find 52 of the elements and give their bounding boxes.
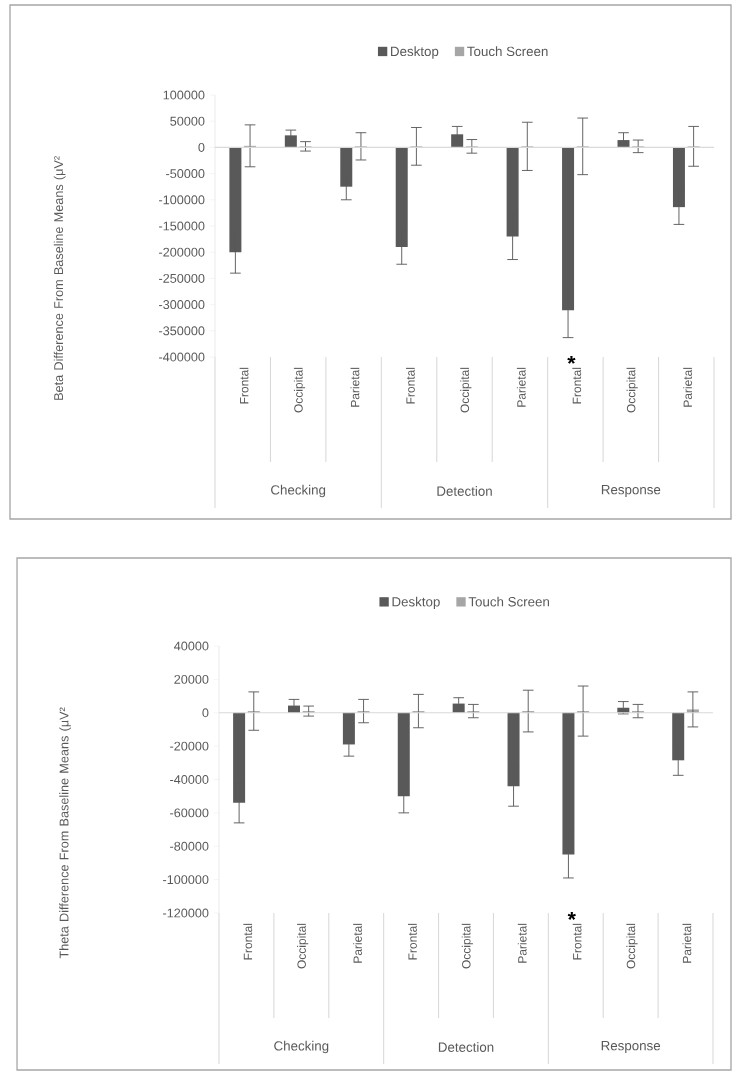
legend-label: Touch Screen: [468, 596, 549, 607]
y-tick-label: 50000: [170, 116, 205, 126]
x-tick-label: Occipital: [626, 367, 638, 413]
legend-label: Desktop: [391, 46, 439, 59]
x-tick-label: Occipital: [293, 367, 306, 413]
y-tick-label: -80000: [170, 841, 209, 851]
y-tick-label: -250000: [159, 273, 205, 283]
text: Response: [601, 485, 661, 497]
y-axis-title: Beta Difference From Baseline Means (μV²: [53, 156, 66, 400]
y-tick-label: -60000: [170, 808, 209, 818]
y-tick-label: -40000: [170, 775, 209, 784]
x-tick-label: Occipital: [626, 923, 638, 969]
x-tick-label: Parietal: [516, 367, 526, 407]
y-tick-label: -20000: [170, 741, 209, 751]
y-tick-label: -350000: [159, 326, 205, 336]
y-tick-label: -150000: [159, 221, 205, 231]
y-tick-label: 0: [202, 708, 209, 718]
x-tick-label: Frontal: [239, 367, 249, 404]
y-tick-label: 40000: [174, 641, 209, 651]
text: Detection: [438, 1042, 494, 1052]
annotation: *: [567, 911, 576, 920]
x-tick-label: Parietal: [682, 923, 692, 963]
x-tick-label: Parietal: [517, 923, 527, 963]
y-tick-label: -300000: [159, 300, 205, 310]
x-tick-label: Parietal: [683, 367, 693, 407]
text: Response: [601, 1041, 661, 1053]
x-tick-label: Occipital: [461, 923, 473, 969]
x-tick-label: Frontal: [572, 923, 582, 960]
text: Checking: [274, 1040, 329, 1054]
y-tick-label: -50000: [166, 169, 205, 179]
y-tick-label: -100000: [163, 875, 209, 885]
x-tick-label: Occipital: [460, 367, 472, 413]
legend-label: Touch Screen: [467, 46, 548, 57]
x-tick-label: Frontal: [243, 923, 253, 960]
y-tick-label: -100000: [159, 195, 205, 205]
y-tick-label: -120000: [163, 908, 209, 918]
x-tick-label: Occipital: [297, 923, 309, 969]
x-tick-label: Parietal: [353, 923, 362, 963]
legend-label: Desktop: [392, 596, 440, 610]
y-tick-label: 20000: [174, 674, 209, 684]
y-tick-label: 0: [198, 142, 205, 152]
y-tick-label: -400000: [159, 352, 205, 362]
x-tick-label: Frontal: [572, 367, 582, 404]
text: Detection: [437, 486, 492, 496]
x-tick-label: Frontal: [405, 367, 415, 404]
y-tick-label: -200000: [159, 247, 205, 257]
y-axis-title: Theta Difference From Baseline Means (μV²: [59, 707, 72, 959]
text: Checking: [271, 484, 326, 498]
x-tick-label: Parietal: [350, 367, 360, 407]
x-tick-label: Frontal: [408, 923, 417, 960]
y-tick-label: 100000: [163, 90, 205, 100]
annotation: *: [567, 355, 576, 364]
